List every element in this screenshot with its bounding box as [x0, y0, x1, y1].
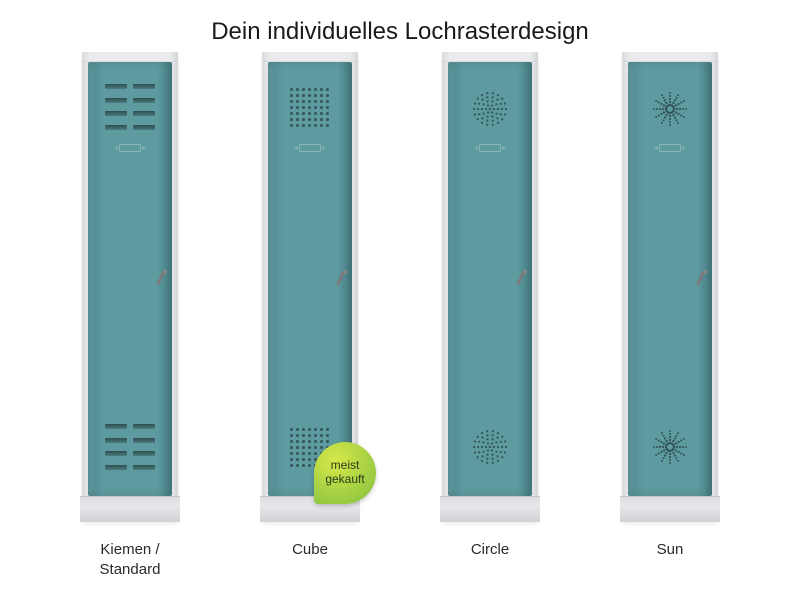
locker-option-cube[interactable]: meist gekauft Cube — [262, 52, 358, 580]
vent-pattern-circle-bottom — [469, 426, 511, 468]
locker-kiemen — [82, 52, 178, 522]
bestseller-badge: meist gekauft — [314, 442, 376, 504]
door-handle-icon — [703, 270, 707, 274]
door-handle-icon — [163, 270, 167, 274]
option-label-circle: Circle — [471, 540, 509, 580]
vent-pattern-sun-bottom — [649, 426, 691, 468]
name-plate — [659, 144, 681, 152]
option-label-kiemen: Kiemen / Standard — [100, 540, 161, 580]
door-handle-icon — [343, 270, 347, 274]
door-handle-icon — [523, 270, 527, 274]
vent-pattern-slats-top — [105, 84, 155, 130]
name-plate — [119, 144, 141, 152]
options-row: Kiemen / Standard meist gekauft Cube Circle… — [0, 52, 800, 580]
name-plate — [299, 144, 321, 152]
page-title: Dein individuelles Lochrasterdesign — [0, 0, 800, 52]
locker-cube: meist gekauft — [262, 52, 358, 522]
locker-circle — [442, 52, 538, 522]
locker-option-sun[interactable]: Sun — [622, 52, 718, 580]
locker-door — [628, 62, 712, 496]
locker-option-circle[interactable]: Circle — [442, 52, 538, 580]
vent-pattern-slats-bottom — [105, 424, 155, 470]
locker-door — [88, 62, 172, 496]
locker-sun — [622, 52, 718, 522]
vent-pattern-circle-top — [469, 88, 511, 130]
locker-option-kiemen[interactable]: Kiemen / Standard — [82, 52, 178, 580]
name-plate — [479, 144, 501, 152]
vent-pattern-cube-top — [290, 88, 330, 128]
vent-pattern-sun-top — [649, 88, 691, 130]
locker-door — [448, 62, 532, 496]
option-label-sun: Sun — [657, 540, 684, 580]
locker-door — [268, 62, 352, 496]
option-label-cube: Cube — [292, 540, 328, 580]
